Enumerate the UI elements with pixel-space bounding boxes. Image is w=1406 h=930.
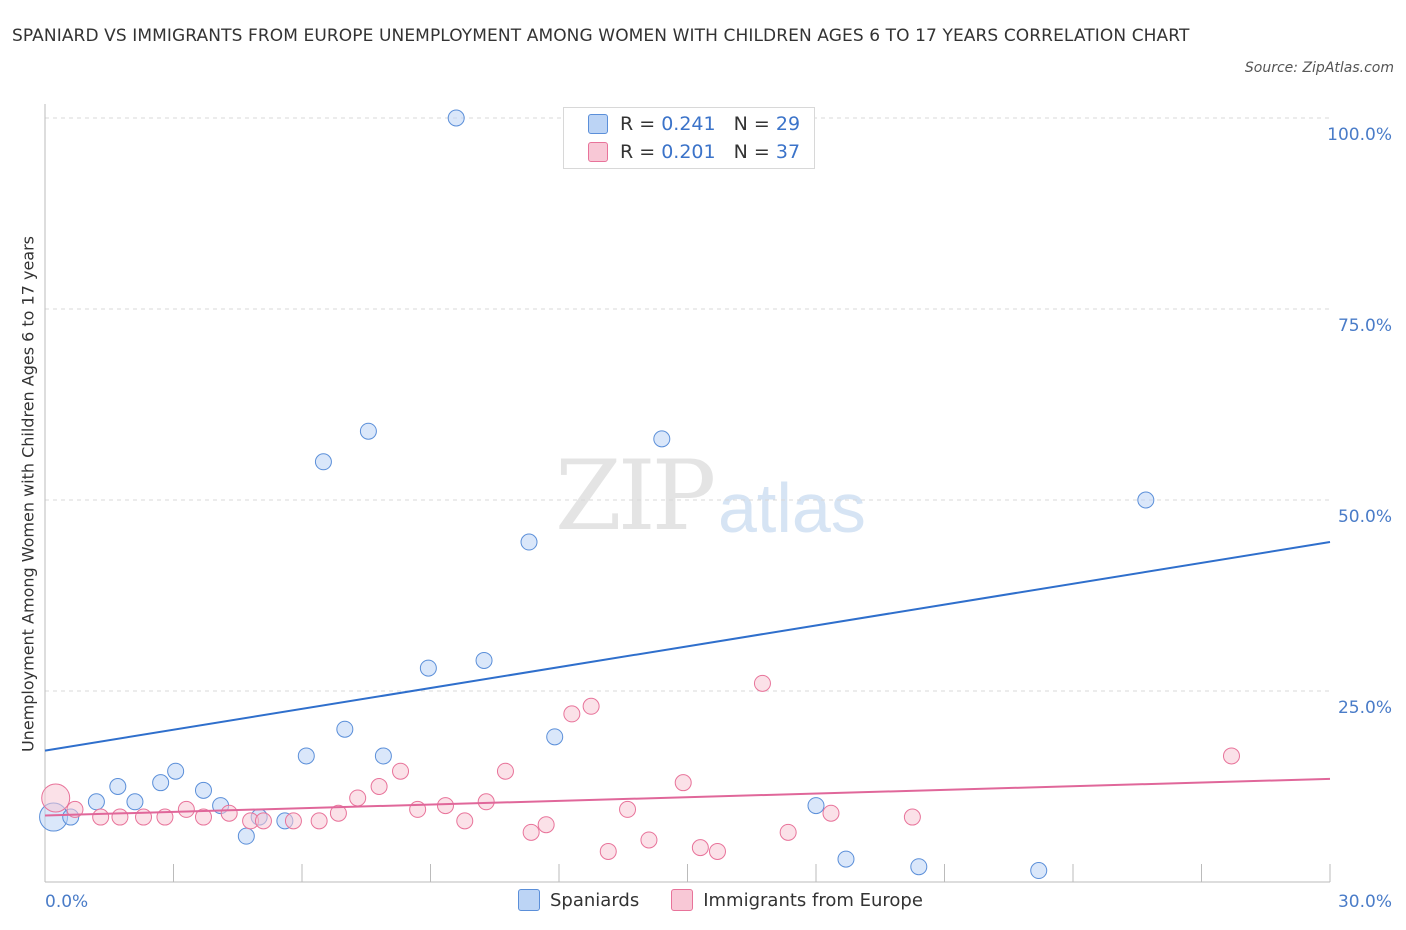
immigrants-point — [753, 674, 771, 692]
legend-spaniards-label: Spaniards — [550, 889, 640, 911]
spaniards-point — [419, 659, 437, 677]
spaniards-point — [336, 720, 354, 738]
legend-item-immigrants[interactable]: Immigrants from Europe — [671, 889, 923, 911]
immigrants-point — [477, 793, 495, 811]
immigrants-point — [456, 812, 474, 830]
source-label: Source: ZipAtlas.com — [1244, 60, 1394, 76]
spaniards-point — [359, 422, 377, 440]
immigrants-legend-swatch — [671, 889, 694, 911]
legend-row-spaniards: R = 0.241 N = 29 — [588, 112, 800, 136]
spaniards-point — [297, 747, 315, 765]
immigrants-point — [370, 778, 388, 795]
immigrants-trend-line — [44, 777, 1331, 817]
spaniards-point — [194, 781, 212, 799]
spaniards-point — [837, 850, 855, 868]
spaniards-point — [152, 774, 170, 792]
immigrants-point — [349, 789, 367, 807]
legend-n-label: N = — [733, 113, 770, 135]
immigrants-point — [640, 831, 658, 849]
immigrants-point — [111, 808, 129, 826]
legend-r-label: R = — [620, 113, 656, 135]
immigrants-point — [674, 774, 692, 792]
spaniards-point — [314, 453, 332, 471]
spaniards-point — [237, 827, 255, 845]
immigrants-point — [66, 800, 84, 818]
watermark-atlas: atlas — [718, 469, 866, 547]
y-tick-label: 50.0% — [1338, 507, 1392, 527]
immigrants-point — [392, 762, 410, 780]
spaniards-legend-swatch — [518, 889, 540, 911]
spaniards-point — [374, 747, 392, 765]
spaniards-point — [546, 728, 564, 746]
immigrants-point — [537, 816, 555, 834]
immigrants-point — [436, 797, 454, 815]
immigrants-point — [522, 823, 540, 841]
chart-title: SPANIARD VS IMMIGRANTS FROM EUROPE UNEMP… — [12, 26, 1190, 46]
legend-n-label: N = — [733, 141, 770, 163]
legend-immigrants-label: Immigrants from Europe — [703, 889, 923, 911]
immigrants-point — [177, 800, 195, 818]
spaniards-trend-line — [44, 541, 1331, 752]
spaniards-point — [109, 778, 127, 795]
immigrants-point — [41, 783, 71, 813]
immigrants-point — [496, 762, 514, 780]
y-tick-label: 100.0% — [1327, 125, 1392, 145]
legend-n-value: 37 — [775, 141, 801, 163]
legend-n-value: 29 — [775, 113, 801, 135]
immigrants-point — [194, 808, 212, 826]
watermark-zip: ZIP — [555, 440, 716, 552]
immigrants-point — [220, 804, 238, 822]
immigrants-point — [284, 812, 302, 830]
series-legend: Spaniards Immigrants from Europe — [518, 889, 955, 911]
spaniards-point — [520, 533, 538, 551]
spaniards-point — [910, 858, 928, 876]
spaniards-point — [475, 651, 493, 669]
spaniards-point — [653, 430, 671, 448]
immigrants-point — [619, 800, 637, 818]
immigrants-point — [329, 804, 347, 822]
immigrants-point — [903, 808, 921, 826]
spaniards-point — [167, 762, 185, 780]
immigrants-point — [135, 808, 153, 826]
spaniards-point — [126, 793, 144, 811]
immigrants-point — [254, 812, 272, 830]
legend-r-value: 0.201 — [661, 141, 716, 163]
y-tick-label: 25.0% — [1338, 698, 1392, 718]
immigrants-point — [92, 808, 110, 826]
spaniards-point — [1137, 491, 1155, 509]
x-tick-label: 0.0% — [45, 892, 88, 912]
immigrants-swatch — [588, 142, 608, 162]
spaniards-point — [807, 797, 825, 815]
spaniards-swatch — [588, 114, 608, 134]
spaniards-point — [1030, 862, 1048, 880]
immigrants-point — [599, 842, 617, 860]
legend-item-spaniards[interactable]: Spaniards — [518, 889, 639, 911]
immigrants-point — [708, 842, 726, 860]
spaniards-point — [447, 109, 465, 127]
x-tick-label: 30.0% — [1338, 892, 1392, 912]
spaniards-point — [87, 793, 105, 811]
immigrants-point — [563, 705, 581, 723]
legend-r-label: R = — [620, 141, 656, 163]
y-tick-label: 75.0% — [1338, 316, 1392, 336]
immigrants-point — [1222, 747, 1240, 765]
immigrants-point — [822, 804, 840, 822]
immigrants-point — [779, 823, 797, 841]
immigrants-point — [691, 839, 709, 857]
immigrants-point — [582, 697, 600, 715]
legend-row-immigrants: R = 0.201 N = 37 — [588, 140, 800, 164]
correlation-legend: R = 0.241 N = 29 R = 0.201 N = 37 — [563, 107, 815, 169]
legend-r-value: 0.241 — [661, 113, 716, 135]
immigrants-point — [310, 812, 328, 830]
